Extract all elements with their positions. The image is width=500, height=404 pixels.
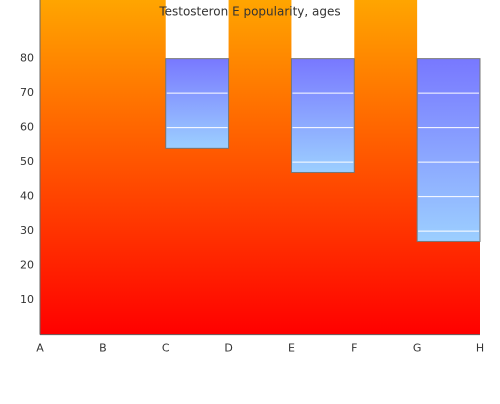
range-bar bbox=[416, 58, 481, 242]
x-tick-label: C bbox=[162, 342, 170, 355]
chart-title: Testosteron E popularity, ages bbox=[158, 5, 340, 19]
x-tick-label: E bbox=[288, 342, 295, 355]
y-tick-label: 50 bbox=[20, 155, 34, 168]
range-bar bbox=[165, 58, 230, 149]
y-tick-label: 40 bbox=[20, 190, 34, 203]
plot-area bbox=[39, 0, 481, 336]
range-bar bbox=[290, 58, 355, 173]
x-tick-label: H bbox=[476, 342, 484, 355]
y-tick-label: 20 bbox=[20, 259, 34, 272]
y-tick-label: 70 bbox=[20, 86, 34, 99]
bar-gap bbox=[165, 0, 229, 59]
bar-gap bbox=[291, 0, 355, 59]
x-tick-label: D bbox=[224, 342, 232, 355]
y-tick-label: 10 bbox=[20, 293, 34, 306]
x-tick-label: G bbox=[413, 342, 422, 355]
bar-gap bbox=[417, 0, 480, 59]
y-tick-label: 80 bbox=[20, 52, 34, 65]
y-tick-label: 30 bbox=[20, 224, 34, 237]
background-area bbox=[40, 0, 480, 335]
x-tick-label: B bbox=[99, 342, 107, 355]
y-tick-label: 60 bbox=[20, 121, 34, 134]
x-tick-label: F bbox=[351, 342, 357, 355]
x-tick-label: A bbox=[36, 342, 44, 355]
